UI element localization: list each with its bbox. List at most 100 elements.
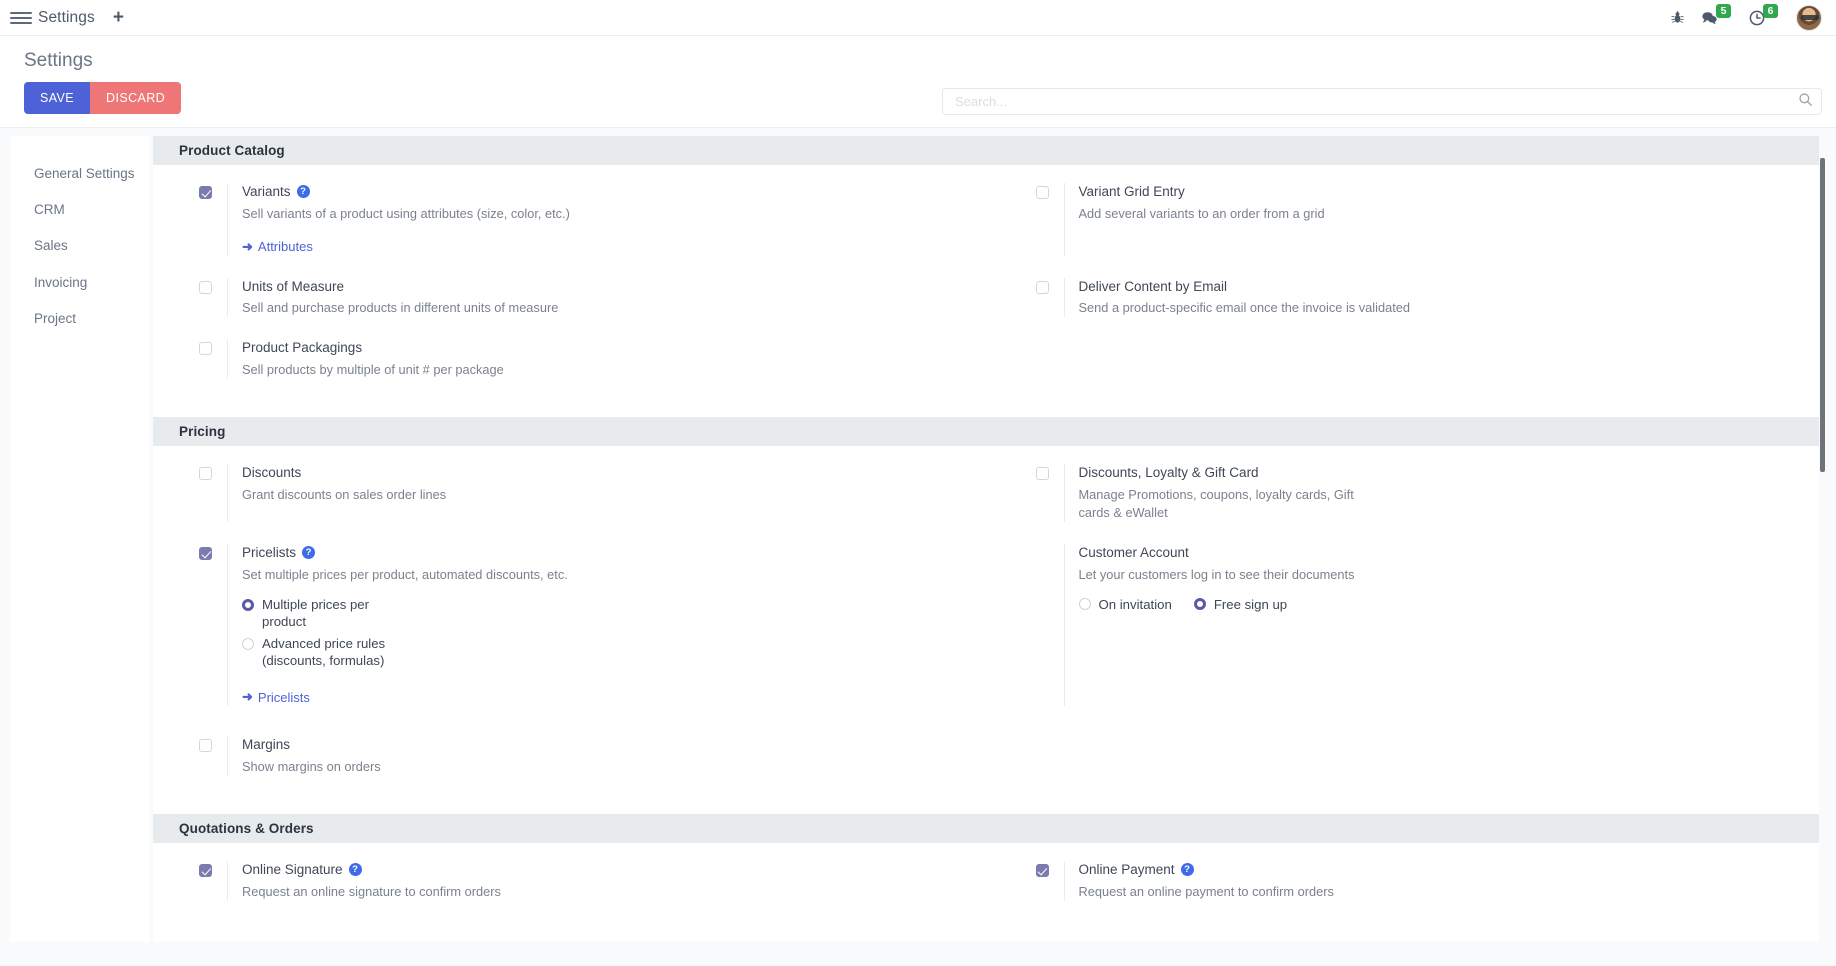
setting-customer-account: Customer Account Let your customers log … [990, 543, 1827, 707]
search-bar[interactable] [942, 88, 1822, 115]
bug-icon[interactable] [1670, 10, 1685, 25]
control-panel: Settings SAVE DISCARD [0, 36, 1836, 128]
search-input[interactable] [955, 94, 1798, 109]
clock-icon [1749, 10, 1765, 25]
action-buttons: SAVE DISCARD [24, 82, 1822, 114]
margins-checkbox[interactable] [199, 739, 212, 753]
customer-account-radio-group: On invitation Free sign up [1078, 596, 1807, 613]
vertical-scrollbar[interactable] [1819, 136, 1826, 942]
setting-online-payment: Online Payment ? Request an online payme… [990, 861, 1827, 901]
attributes-link[interactable]: ➜ Attributes [242, 238, 313, 255]
arrow-right-icon: ➜ [242, 238, 253, 254]
online-payment-label: Online Payment ? [1079, 861, 1807, 879]
deliver-content-by-email-checkbox[interactable] [1035, 280, 1049, 294]
setting-online-signature: Online Signature ? Request an online sig… [153, 861, 990, 901]
setting-units-of-measure: Units of Measure Sell and purchase produ… [153, 277, 990, 318]
page-title: Settings [24, 50, 93, 71]
topbar-actions: 5 6 [1670, 3, 1822, 31]
discounts-loyalty-gift-card-label: Discounts, Loyalty & Gift Card [1078, 465, 1259, 481]
radio-advanced-price-rules[interactable]: Advanced price rules (discounts, formula… [242, 635, 970, 670]
setting-pricelists: Pricelists ? Set multiple prices per pro… [153, 543, 990, 707]
radio-multiple-prices-per-product[interactable]: Multiple prices per product [242, 596, 970, 631]
setting-discounts-loyalty-gift-card: Discounts, Loyalty & Gift Card Manage Pr… [990, 464, 1827, 522]
pricelists-link[interactable]: ➜ Pricelists [242, 689, 310, 705]
scrollbar-thumb[interactable] [1820, 158, 1825, 472]
new-tab-button[interactable]: + [112, 7, 124, 28]
units-of-measure-label: Units of Measure [242, 278, 345, 294]
product-packagings-label: Product Packagings [242, 340, 363, 356]
units-of-measure-checkbox[interactable] [199, 280, 212, 294]
setting-discounts: Discounts Grant discounts on sales order… [153, 464, 990, 522]
help-icon[interactable]: ? [1180, 863, 1194, 877]
setting-variant-grid-entry: Variant Grid Entry Add several variants … [990, 183, 1827, 256]
margins-description: Show margins on orders [242, 758, 381, 774]
setting-spacer [990, 339, 1827, 379]
online-payment-checkbox[interactable] [1035, 864, 1049, 878]
radio-on-invitation[interactable]: On invitation [1078, 596, 1172, 613]
product-packagings-description: Sell products by multiple of unit # per … [242, 361, 504, 377]
discounts-label: Discounts [242, 465, 302, 481]
avatar[interactable] [1796, 4, 1822, 31]
margins-label: Margins [242, 737, 291, 753]
section-body-pricing: Discounts Grant discounts on sales order… [153, 446, 1826, 814]
variant-grid-entry-label: Variant Grid Entry [1078, 184, 1185, 199]
pricelists-checkbox[interactable] [199, 546, 212, 560]
chat-bubble-icon [1702, 11, 1717, 24]
activities-badge: 6 [1763, 3, 1778, 18]
settings-content-pane: Product Catalog Variants ? Sell variants… [153, 136, 1826, 942]
sidebar-item-sales[interactable]: Sales [34, 238, 68, 254]
arrow-right-icon: ➜ [242, 689, 253, 705]
setting-variants: Variants ? Sell variants of a product us… [153, 183, 990, 256]
help-icon[interactable]: ? [348, 863, 362, 877]
online-signature-label: Online Signature ? [242, 861, 970, 879]
product-packagings-checkbox[interactable] [199, 342, 212, 356]
radio-button[interactable] [242, 637, 254, 650]
messages-badge: 5 [1716, 3, 1731, 18]
activities-counter[interactable]: 6 [1749, 3, 1780, 26]
radio-button[interactable] [1193, 598, 1206, 611]
section-body-quotations-orders: Online Signature ? Request an online sig… [153, 843, 1826, 923]
sidebar-item-general-settings[interactable]: General Settings [34, 166, 135, 181]
settings-sidebar: General Settings CRM Sales Invoicing Pro… [10, 136, 150, 942]
sidebar-item-crm[interactable]: CRM [34, 202, 65, 218]
discounts-description: Grant discounts on sales order lines [242, 486, 447, 502]
pricelists-radio-group: Multiple prices per product Advanced pri… [242, 596, 970, 670]
radio-button[interactable] [242, 598, 254, 611]
hamburger-menu-icon[interactable] [10, 7, 32, 29]
sidebar-item-invoicing[interactable]: Invoicing [34, 274, 88, 290]
deliver-content-by-email-label: Deliver Content by Email [1078, 278, 1228, 294]
radio-button[interactable] [1078, 598, 1091, 611]
discounts-checkbox[interactable] [199, 467, 212, 481]
settings-scroll-area: Product Catalog Variants ? Sell variants… [153, 136, 1826, 942]
section-header-product-catalog: Product Catalog [153, 136, 1826, 165]
save-button[interactable]: SAVE [24, 82, 91, 114]
variants-label: Variants ? [242, 183, 970, 201]
search-icon[interactable] [1798, 92, 1813, 112]
variant-grid-entry-description: Add several variants to an order from a … [1078, 205, 1325, 221]
section-header-pricing: Pricing [153, 417, 1826, 447]
top-navbar: Settings + 5 [0, 0, 1836, 36]
pricelists-description: Set multiple prices per product, automat… [242, 566, 568, 582]
online-payment-description: Request an online payment to confirm ord… [1078, 883, 1334, 899]
help-icon[interactable]: ? [302, 546, 316, 560]
setting-deliver-content-by-email: Deliver Content by Email Send a product-… [990, 277, 1827, 318]
pricelists-label: Pricelists ? [242, 544, 970, 562]
variants-checkbox[interactable] [199, 186, 212, 199]
section-body-product-catalog: Variants ? Sell variants of a product us… [153, 165, 1826, 417]
radio-free-sign-up[interactable]: Free sign up [1193, 596, 1287, 613]
units-of-measure-description: Sell and purchase products in different … [242, 300, 559, 316]
online-signature-checkbox[interactable] [199, 864, 212, 878]
discounts-loyalty-gift-card-checkbox[interactable] [1035, 467, 1049, 481]
customer-account-description: Let your customers log in to see their d… [1078, 566, 1355, 582]
customer-account-label: Customer Account [1078, 544, 1189, 560]
section-header-quotations-orders: Quotations & Orders [153, 814, 1826, 844]
settings-body: General Settings CRM Sales Invoicing Pro… [0, 128, 1836, 942]
setting-product-packagings: Product Packagings Sell products by mult… [153, 339, 990, 380]
messages-counter[interactable]: 5 [1701, 3, 1733, 26]
setting-spacer [990, 728, 1827, 776]
variant-grid-entry-checkbox[interactable] [1035, 186, 1049, 199]
sidebar-item-project[interactable]: Project [34, 310, 77, 326]
discard-button[interactable]: DISCARD [90, 82, 182, 114]
setting-margins: Margins Show margins on orders [153, 736, 990, 777]
help-icon[interactable]: ? [296, 185, 310, 199]
